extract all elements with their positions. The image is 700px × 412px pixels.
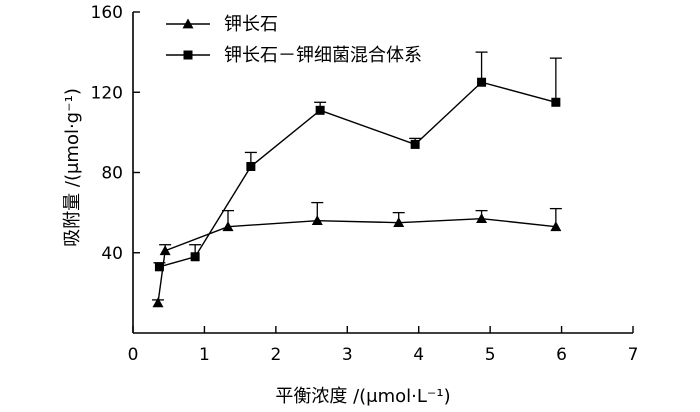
legend-marker-square xyxy=(183,50,193,60)
x-tick-label: 0 xyxy=(128,345,139,365)
y-tick-label: 40 xyxy=(101,244,123,264)
data-point-triangle xyxy=(222,221,234,232)
data-point-square xyxy=(410,139,420,149)
x-tick-label: 3 xyxy=(342,345,353,365)
legend-label-series-2: 钾长石－钾细菌混合体系 xyxy=(224,45,422,66)
x-axis-title: 平衡浓度 /(μmol·L⁻¹) xyxy=(275,386,450,407)
legend: 钾长石 钾长石－钾细菌混合体系 xyxy=(166,14,422,66)
series-1-line xyxy=(157,217,556,304)
x-tick-label: 4 xyxy=(413,345,424,365)
data-point-square xyxy=(190,252,200,262)
data-point-triangle xyxy=(311,215,323,226)
data-point-triangle xyxy=(550,221,562,232)
legend-item-series-2: 钾长石－钾细菌混合体系 xyxy=(166,45,422,66)
data-point-triangle xyxy=(476,213,488,224)
legend-label-series-1: 钾长石 xyxy=(224,14,278,35)
data-point-square xyxy=(154,262,164,272)
ticks: 0 1 2 3 4 5 6 7 40 80 120 160 xyxy=(91,3,639,365)
y-tick-label: 160 xyxy=(91,3,123,23)
data-point-triangle xyxy=(152,297,164,308)
y-axis-title: 吸附量 /(μmol·g⁻¹) xyxy=(62,88,83,247)
x-tick-label: 2 xyxy=(270,345,281,365)
x-tick-label: 1 xyxy=(199,345,210,365)
y-tick-label: 120 xyxy=(91,83,123,103)
legend-item-series-1: 钾长石 xyxy=(166,14,278,35)
data-point-square xyxy=(551,97,561,107)
series-group xyxy=(152,51,562,308)
data-point-square xyxy=(315,105,325,115)
series-2 xyxy=(153,51,562,272)
x-tick-label: 7 xyxy=(628,345,639,365)
x-tick-label: 5 xyxy=(485,345,496,365)
series-1 xyxy=(152,201,562,308)
legend-marker-triangle xyxy=(182,18,194,29)
data-point-triangle xyxy=(393,217,405,228)
data-point-square xyxy=(246,161,256,171)
x-tick-label: 6 xyxy=(556,345,567,365)
y-tick-label: 80 xyxy=(101,164,123,184)
data-point-triangle xyxy=(159,245,171,256)
data-point-square xyxy=(477,77,487,87)
series-2-line xyxy=(159,81,557,268)
